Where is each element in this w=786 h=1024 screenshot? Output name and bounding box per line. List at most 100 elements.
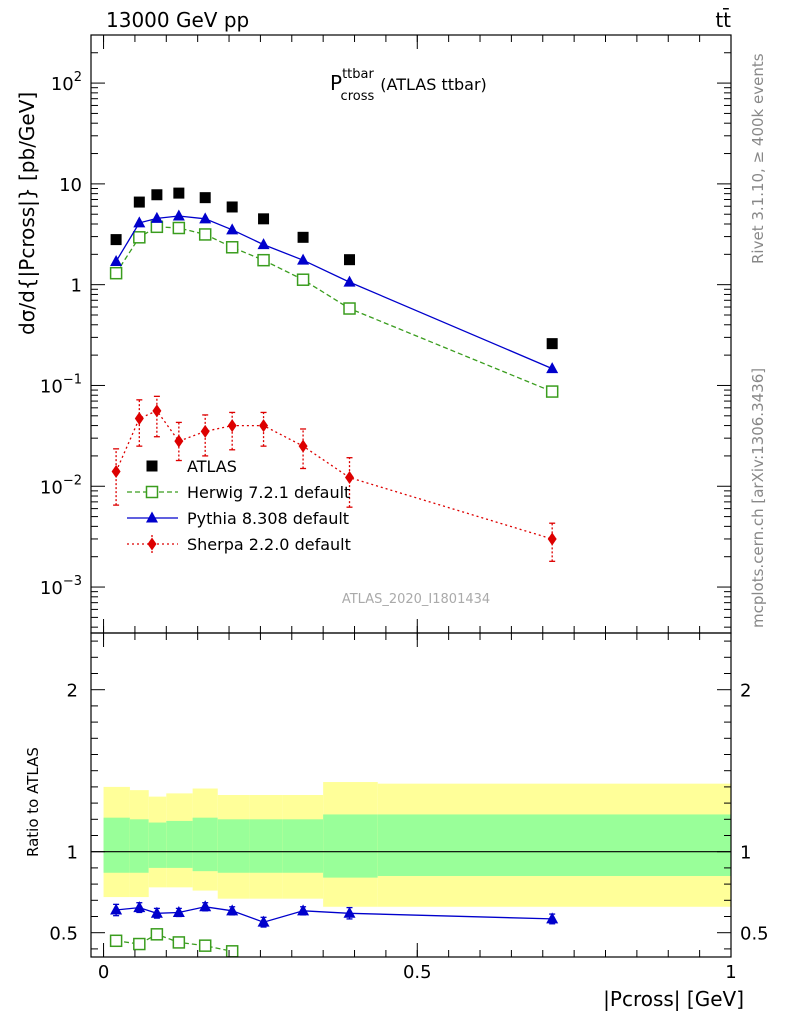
legend: ATLAS Herwig 7.2.1 default Pythia 8.308 de… [127,457,351,554]
ratio-band-inner [103,817,130,873]
legend-marker-herwig [145,485,159,499]
main-point-herwig [225,241,239,254]
ratio-frame [90,632,732,958]
svg-text:Rivet 3.1.10, ≥ 400k events: Rivet 3.1.10, ≥ 400k events [749,53,767,264]
ratio-band-inner [166,820,193,868]
ratio-xtick-label: 0 [98,962,109,983]
main-point-atlas [110,234,122,246]
main-point-atlas [151,189,163,201]
ratio-point-pythia [172,905,185,917]
main-point-pythia [199,212,212,224]
rivet-label: Rivet 3.1.10, ≥ 400k events [749,53,767,264]
ratio-axes: 0.5 0.51 12 20 0.5 1 [49,632,769,983]
main-axes: 10−3 10−2 10−1 1 10 102 [40,34,732,634]
svg-text:Ratio to ATLAS: Ratio to ATLAS [24,747,42,857]
ratio-series-clipped [109,900,559,957]
mcplots-label: mcplots.cern.ch [arXiv:1306.3436] [749,368,767,628]
main-ylabel: dσ/d{|Pcross|} [pb/GeV] [15,92,39,335]
main-point-herwig [172,221,186,235]
ratio-ytick-label-right: 0.5 [740,924,769,945]
main-point-pythia [297,253,310,265]
main-point-pythia [226,223,239,235]
ratio-band-inner [217,819,250,873]
ratio-uncertainty-bands [91,782,731,907]
ratio-point-pythia [150,906,163,918]
legend-marker-pythia [146,511,158,523]
ratio-point-herwig [225,945,239,957]
ratio-point-herwig [109,934,123,948]
main-point-pythia [110,254,123,266]
main-point-atlas [297,231,309,243]
ratio-point-pythia [546,912,559,924]
legend-label-pythia: Pythia 8.308 default [187,509,349,528]
main-line-herwig [115,226,553,393]
main-point-herwig [296,273,310,286]
main-point-sherpa [134,412,144,426]
main-point-pythia [172,209,185,221]
main-point-sherpa [174,434,184,448]
legend-label-atlas: ATLAS [187,457,237,476]
ratio-ytick-label-right: 1 [740,843,751,864]
main-point-atlas [226,201,238,213]
main-point-herwig [133,231,146,244]
plot-title-sub: cross [341,89,375,104]
ratio-xtick-label: 1 [725,962,736,983]
main-ytick-label: 10−2 [40,473,82,498]
main-ytick-label: 10 [59,175,82,196]
ratio-point-pythia [343,906,356,918]
ratio-band-inner [323,814,378,878]
plot-title-main: P [330,71,342,95]
main-point-sherpa [547,532,557,546]
main-point-herwig [257,253,270,267]
main-point-sherpa [111,465,121,479]
plot-title-sup: ttbar [342,67,374,82]
ratio-xtick-label: 0.5 [403,962,432,983]
ratio-band-inner [129,819,149,873]
main-point-atlas [133,196,145,208]
main-point-atlas [546,338,558,350]
ratio-ylabel: Ratio to ATLAS [24,747,42,857]
ratio-point-pythia [297,904,310,916]
ratio-ytick-label: 0.5 [49,924,78,945]
main-point-sherpa [259,419,269,433]
legend-label-sherpa: Sherpa 2.2.0 default [187,535,351,554]
ratio-point-herwig [133,937,146,951]
analysis-id: ATLAS_2020_I1801434 [342,592,490,607]
x-axis-label: |Pcross| [GeV] [603,987,744,1011]
main-line-sherpa [115,409,553,540]
main-point-atlas [173,187,185,199]
main-point-pythia [343,275,356,287]
process-label: tt̄ [715,7,731,32]
ratio-band-inner [148,822,167,868]
ratio-band-inner [249,819,283,873]
main-point-herwig [150,220,164,234]
svg-text:mcplots.cern.ch [arXiv:1306.34: mcplots.cern.ch [arXiv:1306.3436] [749,368,767,628]
main-ytick-label: 10−3 [40,574,82,599]
main-point-pythia [546,362,559,374]
main-point-herwig [343,302,356,315]
main-point-sherpa [227,419,237,433]
ratio-band-inner [282,819,324,873]
svg-text:dσ/d{|Pcross|} [pb/GeV]: dσ/d{|Pcross|} [pb/GeV] [15,92,39,335]
ratio-ytick-label-right: 2 [740,681,751,702]
legend-label-herwig: Herwig 7.2.1 default [187,483,350,502]
ratio-series-layer [109,900,559,957]
main-point-atlas [344,254,356,266]
legend-marker-sherpa [147,537,157,551]
main-point-sherpa [152,404,162,418]
ratio-point-pythia [199,900,212,912]
legend-marker-atlas [146,460,158,472]
ratio-point-pythia [133,901,146,913]
main-point-pythia [257,238,270,250]
ratio-point-pythia [110,903,123,915]
main-ytick-label: 1 [71,276,82,297]
main-series-layer [109,187,559,562]
main-point-pythia [133,216,146,228]
energy-label: 13000 GeV pp [106,8,249,32]
main-point-herwig [545,385,559,398]
ratio-point-herwig [172,936,186,949]
ratio-ytick-label: 1 [67,843,78,864]
ratio-point-herwig [198,939,212,952]
main-point-herwig [109,266,123,280]
